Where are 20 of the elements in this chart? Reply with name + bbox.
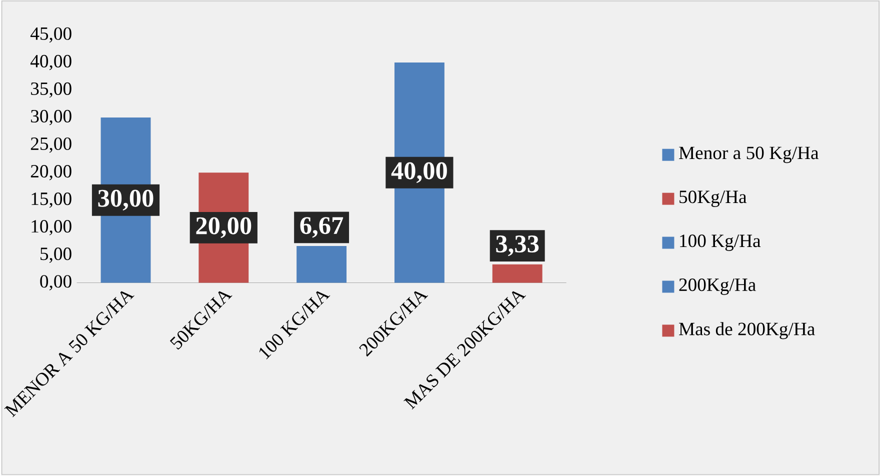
- legend-label: Mas de 200Kg/Ha: [679, 322, 815, 340]
- y-tick-label: 20,00: [30, 165, 72, 180]
- y-tick-label: 15,00: [32, 192, 72, 208]
- y-tick-label: 0,00: [40, 275, 72, 291]
- y-tick-label: 35,00: [31, 82, 72, 98]
- legend-label: 50Kg/Ha: [680, 190, 747, 208]
- legend-label: Menor a 50 Kg/Ha: [679, 146, 819, 164]
- y-tick-label: 25,00: [30, 138, 72, 153]
- y-tick-label: 40,00: [30, 55, 72, 70]
- data-label: 20,00: [196, 218, 252, 238]
- y-tick-label: 30,00: [31, 110, 72, 126]
- data-label: 40,00: [391, 162, 447, 184]
- y-tick-label: 5,00: [40, 248, 72, 264]
- y-tick-label: 45,00: [30, 28, 72, 43]
- data-label: 3,33: [496, 236, 539, 256]
- legend-label: 200Kg/Ha: [679, 278, 756, 296]
- legend-label: 100 Kg/Ha: [680, 234, 761, 252]
- data-label: 6,67: [300, 217, 344, 238]
- y-tick-label: 10,00: [32, 220, 72, 236]
- data-label: 30,00: [98, 190, 154, 211]
